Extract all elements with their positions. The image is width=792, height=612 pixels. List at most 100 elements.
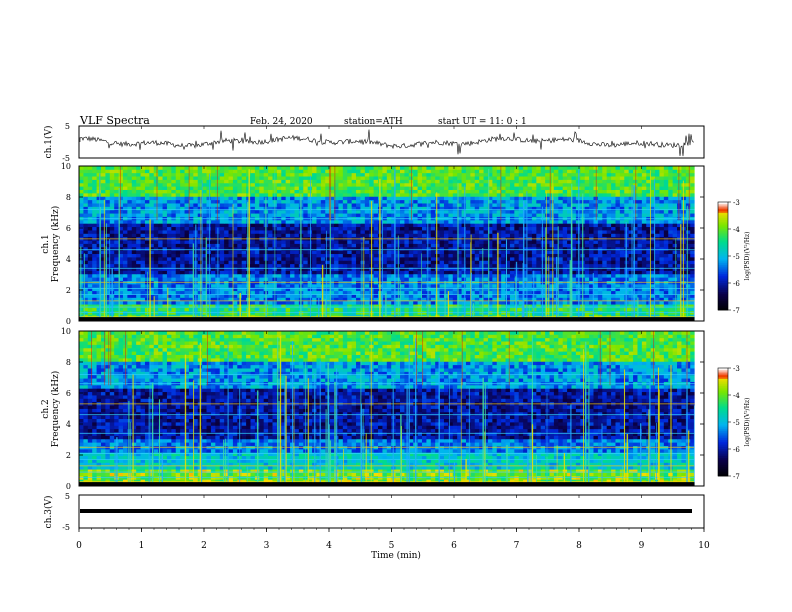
colorbar-swatch (718, 389, 728, 392)
colorbar-tick-label: -3 (733, 199, 740, 207)
colorbar-swatch (718, 239, 728, 242)
colorbar-tick-label: -7 (733, 473, 740, 481)
colorbar-swatch (718, 261, 728, 264)
colorbar-swatch (718, 387, 728, 390)
ch1-spectrogram-ylabel-frequency: Frequency (kHz) (50, 206, 61, 283)
colorbar-swatch (718, 212, 728, 215)
colorbar-swatch (718, 216, 728, 219)
frequency-tick-label: 6 (66, 224, 71, 233)
colorbar-swatch (718, 404, 728, 407)
colorbar-swatch (718, 440, 728, 443)
colorbar-swatch (718, 373, 728, 376)
colorbar-swatch (718, 395, 728, 398)
colorbar-swatch (718, 229, 728, 232)
panel-ch1-spectrogram: 0 2 4 6 8 10 ch.1 Frequency (kHz) -3 -4 -5 -6 -7 l… (41, 162, 751, 326)
ch3-waveform-ylabel: ch.3(V) (43, 496, 54, 529)
colorbar-swatch (718, 398, 728, 401)
ch1-waveform-ylabel: ch.1(V) (43, 126, 54, 159)
colorbar-swatch (718, 272, 728, 275)
colorbar-label: log(PSD)(V²/Hz) (744, 398, 751, 447)
time-tick-label: 8 (576, 541, 582, 551)
colorbar-swatch (718, 445, 728, 448)
colorbar-swatch (718, 202, 728, 205)
colorbar-swatch (718, 368, 728, 371)
colorbar-swatch (718, 248, 728, 251)
time-tick-label: 5 (389, 541, 395, 551)
colorbar-tick-label: -7 (733, 307, 740, 315)
colorbar-swatch (718, 450, 728, 453)
colorbar-swatch (718, 409, 728, 412)
frequency-tick-label: 4 (66, 420, 71, 429)
colorbar-swatch (718, 245, 728, 248)
colorbar-swatch (718, 263, 728, 266)
colorbar-swatch (718, 218, 728, 221)
colorbar-swatch (718, 427, 728, 430)
colorbar-swatch (718, 472, 728, 475)
colorbar-label: log(PSD)(V²/Hz) (744, 232, 751, 281)
colorbar-swatch (718, 308, 728, 311)
colorbar-swatch (718, 391, 728, 394)
time-tick-label: 10 (698, 541, 710, 551)
colorbar-swatch (718, 247, 728, 250)
colorbar-swatch (718, 241, 728, 244)
colorbar-swatch (718, 425, 728, 428)
colorbar-swatch (718, 380, 728, 383)
colorbar-swatch (718, 441, 728, 444)
ch2-colorbar: -3 -4 -5 -6 -7 log(PSD)(V²/Hz) (717, 365, 751, 481)
colorbar-swatch (718, 279, 728, 282)
ch1-ytick-top: 5 (65, 122, 70, 131)
colorbar-swatch (718, 434, 728, 437)
frequency-tick-label: 10 (61, 162, 71, 171)
colorbar-swatch (718, 221, 728, 224)
colorbar-swatch (718, 266, 728, 269)
colorbar-swatch (718, 449, 728, 452)
colorbar-swatch (718, 257, 728, 260)
colorbar-swatch (718, 306, 728, 309)
colorbar-swatch (718, 225, 728, 228)
colorbar-swatch (718, 416, 728, 419)
colorbar-swatch (718, 290, 728, 293)
colorbar-tick-label: -6 (733, 280, 740, 288)
time-tick-label: 0 (76, 541, 82, 551)
colorbar-swatch (718, 407, 728, 410)
colorbar-swatch (718, 209, 728, 212)
colorbar-swatch (718, 465, 728, 468)
colorbar-swatch (718, 405, 728, 408)
station-label: station=ATH (344, 117, 403, 127)
panel-ch2-spectrogram: 0 2 4 6 8 10 ch.2 Frequency (kHz) -3 -4 -5 -6 -7 l… (41, 327, 751, 491)
colorbar-swatch (718, 236, 728, 239)
time-tick-label: 4 (326, 541, 332, 551)
colorbar-swatch (718, 281, 728, 284)
figure-header: VLF Spectra Feb. 24, 2020 station=ATH st… (79, 114, 527, 127)
ch2-spectrogram-ylabel-frequency: Frequency (kHz) (50, 371, 61, 448)
colorbar-swatch (718, 378, 728, 381)
frequency-tick-label: 4 (66, 255, 71, 264)
colorbar-swatch (718, 288, 728, 291)
ch3-ytick-top: 5 (65, 492, 70, 501)
colorbar-swatch (718, 283, 728, 286)
colorbar-swatch (718, 418, 728, 421)
colorbar-swatch (718, 220, 728, 223)
time-tick-label: 2 (201, 541, 207, 551)
colorbar-swatch (718, 243, 728, 246)
colorbar-swatch (718, 420, 728, 423)
colorbar-swatch (718, 454, 728, 457)
colorbar-swatch (718, 259, 728, 262)
ch1-spectrogram-ylabel-channel: ch.1 (41, 234, 51, 253)
panel-ch1-waveform: 5 -5 ch.1(V) (43, 122, 705, 163)
ch2-spectrogram-image (79, 331, 704, 487)
panel-ch3-waveform: 5 -5 ch.3(V) (43, 492, 705, 532)
ch1-waveform-frame (78, 125, 705, 159)
colorbar-swatch (718, 461, 728, 464)
colorbar-swatch (718, 382, 728, 385)
colorbar-swatch (718, 422, 728, 425)
colorbar-swatch (718, 277, 728, 280)
colorbar-swatch (718, 286, 728, 289)
time-tick-label: 6 (451, 541, 457, 551)
colorbar-swatch (718, 302, 728, 305)
colorbar-swatch (718, 252, 728, 255)
colorbar-swatch (718, 211, 728, 214)
ch1-colorbar: -3 -4 -5 -6 -7 log(PSD)(V²/Hz) (717, 199, 751, 315)
colorbar-swatch (718, 467, 728, 470)
